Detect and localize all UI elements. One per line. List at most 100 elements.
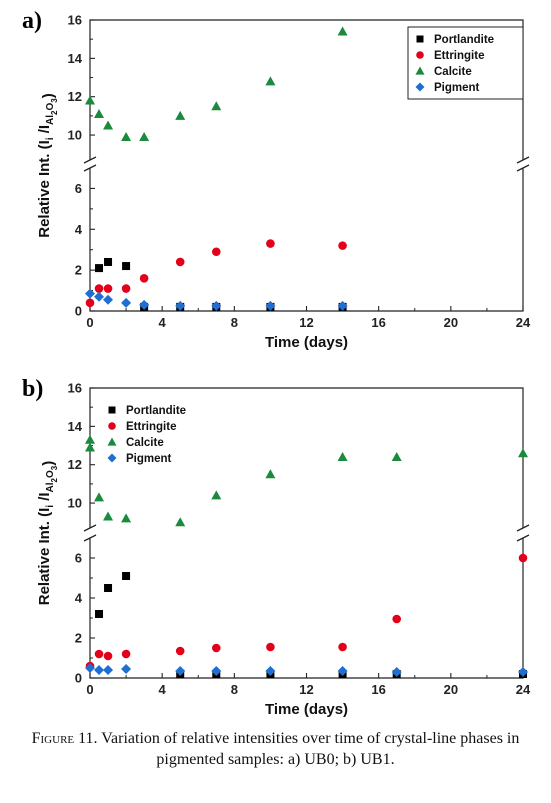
series-portlandite	[95, 572, 527, 678]
data-point-pigment	[337, 666, 348, 676]
y-axis-title-part: Relative Int. (I	[36, 140, 53, 238]
y-axis-title: Relative Int. (Ii /IAl2O3)	[36, 93, 59, 238]
legend-label-pigment: Pigment	[434, 82, 480, 94]
data-point-pigment	[337, 300, 348, 311]
legend: Portlandite Ettringite Calcite Pigment	[407, 26, 524, 100]
legend-marker-portlandite	[108, 406, 116, 414]
data-point-calcite	[94, 108, 105, 118]
legend-marker-ettringite	[416, 51, 424, 59]
caption-label: Figure 11.	[31, 730, 98, 747]
legend-marker-portlandite	[416, 35, 424, 43]
data-point-calcite	[518, 448, 528, 458]
axis-break-line	[83, 156, 97, 164]
y-axis-title-part: 2	[50, 110, 59, 115]
y-tick-label: 12	[68, 457, 82, 472]
legend-label-calcite: Calcite	[126, 437, 164, 449]
frame-upper	[89, 387, 524, 528]
y-axis-title-part: Al	[45, 482, 56, 492]
axis-break-line	[516, 164, 530, 172]
y-tick-label: 16	[68, 13, 82, 28]
x-tick-label: 12	[299, 682, 313, 697]
y-axis-title-part: O	[45, 102, 56, 110]
data-point-ettringite	[175, 257, 185, 267]
y-tick-label: 12	[68, 89, 82, 104]
data-point-pigment	[211, 666, 222, 676]
y-tick-label: 0	[75, 304, 82, 319]
y-tick-label: 4	[75, 591, 83, 606]
data-point-calcite	[391, 452, 402, 462]
legend-marker-pigment	[107, 453, 117, 463]
axis-break-line	[516, 534, 530, 542]
x-tick-label: 16	[371, 315, 385, 330]
data-point-pigment	[391, 667, 402, 677]
series-portlandite	[95, 257, 347, 311]
y-axis-title-part: )	[40, 93, 57, 98]
legend-label-portlandite: Portlandite	[126, 405, 186, 417]
data-point-portlandite	[122, 262, 131, 271]
data-point-pigment	[103, 665, 114, 675]
legend-marker-pigment	[415, 82, 425, 92]
data-point-calcite	[85, 95, 95, 105]
series-pigment	[85, 663, 528, 677]
y-axis-title-part: /I	[36, 492, 53, 505]
data-point-pigment	[94, 665, 105, 675]
x-tick-label: 8	[231, 315, 238, 330]
y-tick-label: 6	[75, 551, 82, 566]
x-tick-label: 0	[86, 315, 93, 330]
y-tick-label: 2	[75, 263, 82, 278]
data-point-ettringite	[266, 642, 275, 652]
data-point-ettringite	[338, 642, 347, 652]
data-point-calcite	[175, 517, 186, 527]
y-tick-label: 4	[75, 222, 83, 237]
data-point-calcite	[103, 511, 114, 521]
axis-break-marks	[83, 524, 530, 542]
panel-label: a)	[22, 8, 42, 34]
series-ettringite	[85, 553, 528, 671]
x-tick-label: 24	[516, 682, 531, 697]
axis-break-line	[83, 524, 97, 532]
data-point-calcite	[121, 131, 132, 141]
data-point-ettringite	[103, 284, 113, 293]
data-point-calcite	[121, 513, 132, 523]
y-axis-title-part: 2	[50, 477, 59, 482]
data-point-ettringite	[211, 643, 221, 653]
legend-label-portlandite: Portlandite	[434, 34, 494, 46]
y-axis-title-part: 3	[50, 98, 59, 103]
series-ettringite	[85, 239, 347, 308]
data-point-ettringite	[121, 284, 131, 293]
data-point-ettringite	[392, 614, 402, 624]
data-point-portlandite	[95, 264, 104, 273]
axis-break-marks	[83, 156, 530, 172]
axis-break-line	[83, 164, 97, 172]
series-calcite	[85, 26, 348, 141]
axis-break-line	[83, 534, 97, 542]
x-tick-label: 4	[159, 315, 167, 330]
legend-label-pigment: Pigment	[126, 453, 172, 465]
data-point-calcite	[265, 469, 276, 479]
data-point-calcite	[337, 26, 348, 36]
data-point-calcite	[211, 101, 222, 111]
x-tick-label: 20	[444, 682, 458, 697]
x-tick-label: 0	[86, 682, 93, 697]
data-point-pigment	[211, 300, 222, 311]
x-tick-label: 8	[231, 682, 238, 697]
data-point-ettringite	[94, 649, 104, 659]
data-point-calcite	[175, 110, 186, 120]
data-point-pigment	[139, 299, 150, 310]
data-point-pigment	[103, 294, 114, 305]
panel-label: b)	[22, 376, 43, 402]
data-point-portlandite	[104, 257, 113, 266]
y-axis-title-part: i	[45, 137, 56, 140]
series-calcite	[85, 434, 528, 527]
data-point-pigment	[121, 297, 132, 308]
y-tick-label: 16	[68, 381, 82, 396]
y-axis-title: Relative Int. (Ii /IAl2O3)	[36, 461, 59, 606]
x-tick-label: 12	[299, 315, 313, 330]
data-point-calcite	[94, 492, 105, 502]
data-point-pigment	[175, 300, 186, 311]
y-tick-label: 6	[75, 181, 82, 196]
caption-text: Variation of relative intensities over t…	[101, 730, 520, 768]
data-point-pigment	[121, 664, 132, 674]
